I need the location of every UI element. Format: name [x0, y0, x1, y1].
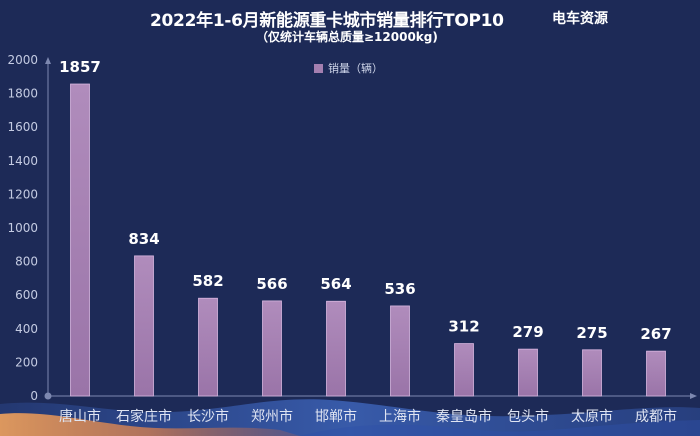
- bar-7[interactable]: [454, 343, 474, 397]
- x-tick-label: 太原市: [571, 408, 613, 425]
- bar-2[interactable]: [134, 255, 154, 397]
- x-axis-arrow: [690, 393, 697, 399]
- y-tick-label: 1600: [7, 120, 38, 134]
- y-tick-label: 200: [15, 355, 38, 369]
- value-label: 564: [320, 275, 351, 293]
- brand-logo-text: 电车资源: [552, 11, 608, 27]
- bar-6[interactable]: [390, 305, 410, 397]
- value-label: 566: [256, 275, 287, 293]
- x-tick-label: 秦皇岛市: [436, 408, 492, 425]
- legend[interactable]: 销量（辆）: [314, 60, 383, 76]
- value-label: 279: [512, 323, 543, 341]
- bar-1[interactable]: [70, 83, 90, 397]
- legend-swatch: [314, 63, 323, 73]
- y-tick-label: 400: [15, 322, 38, 336]
- y-axis-arrow: [45, 57, 51, 64]
- bar-9[interactable]: [582, 349, 602, 397]
- x-tick-label: 邯郸市: [315, 408, 357, 425]
- chart-title: 2022年1-6月新能源重卡城市销量排行TOP10: [150, 11, 504, 31]
- value-label: 312: [448, 318, 479, 336]
- x-tick-label: 成都市: [635, 408, 677, 425]
- bar-10[interactable]: [646, 350, 666, 397]
- decorative-wave-band: [0, 399, 700, 436]
- value-label: 834: [128, 230, 159, 248]
- value-label: 1857: [59, 58, 101, 76]
- bar-3[interactable]: [198, 297, 218, 397]
- value-label: 275: [576, 324, 607, 342]
- x-tick-label: 唐山市: [59, 408, 101, 425]
- y-tick-label: 1000: [7, 221, 38, 235]
- bar-8[interactable]: [518, 348, 538, 397]
- y-tick-label: 0: [30, 389, 38, 403]
- y-tick-label: 1200: [7, 187, 38, 201]
- value-label: 267: [640, 325, 671, 343]
- x-tick-label: 郑州市: [251, 408, 293, 425]
- y-tick-label: 1800: [7, 87, 38, 101]
- x-tick-label: 包头市: [507, 408, 549, 425]
- x-tick-label: 上海市: [379, 408, 421, 425]
- chart-subtitle: （仅统计车辆总质量≥12000kg): [256, 30, 438, 44]
- y-tick-label: 1400: [7, 154, 38, 168]
- x-tick-label: 石家庄市: [116, 408, 172, 425]
- y-tick-label: 2000: [7, 53, 38, 67]
- y-tick-label: 800: [15, 255, 38, 269]
- bar-5[interactable]: [326, 300, 346, 397]
- bar-4[interactable]: [262, 300, 282, 397]
- legend-label: 销量（辆）: [328, 62, 383, 75]
- y-tick-label: 600: [15, 288, 38, 302]
- axis-origin-dot: [44, 392, 52, 400]
- value-label: 582: [192, 272, 223, 290]
- x-tick-label: 长沙市: [187, 408, 229, 425]
- value-label: 536: [384, 280, 415, 298]
